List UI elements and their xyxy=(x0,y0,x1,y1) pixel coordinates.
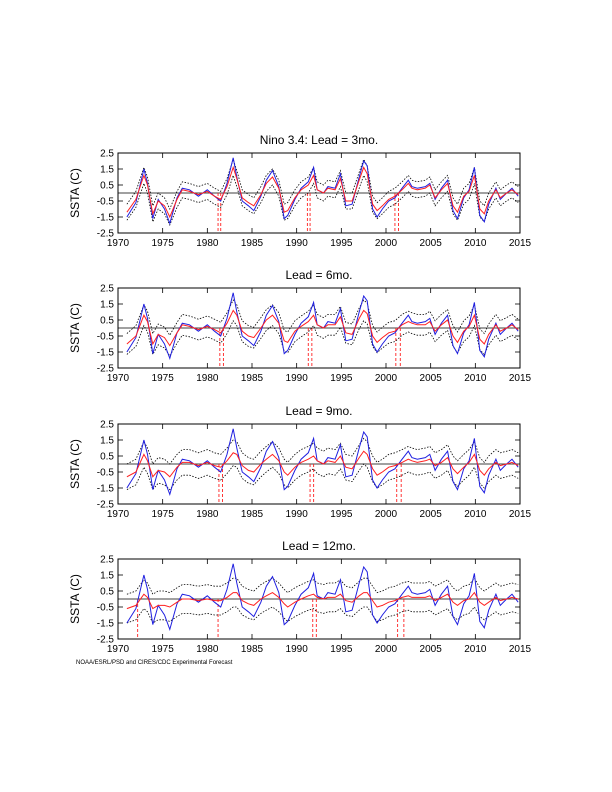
plot-frame xyxy=(117,423,521,505)
x-tick-label: 1980 xyxy=(196,373,219,384)
x-tick-label: 1975 xyxy=(152,238,175,249)
x-tick-label: 2005 xyxy=(420,509,443,520)
x-tick-label: 1995 xyxy=(330,509,353,520)
x-tick-label: 1975 xyxy=(152,644,175,655)
plot-frame xyxy=(117,558,521,640)
y-axis-label: SSTA (C) xyxy=(68,574,82,624)
forecast-series-line xyxy=(126,309,519,347)
x-tick-label: 1975 xyxy=(152,509,175,520)
y-axis-label: SSTA (C) xyxy=(68,439,82,489)
y-tick-label: -2.5 xyxy=(97,364,115,375)
panel-title: Lead = 12mo. xyxy=(282,539,356,553)
lower-bound-line xyxy=(126,606,519,624)
x-tick-label: 2015 xyxy=(509,238,532,249)
lower-bound-line xyxy=(126,463,519,491)
x-tick-label: 1985 xyxy=(241,238,264,249)
plot-frame xyxy=(117,287,521,369)
lower-bound-line xyxy=(126,174,519,226)
plot-frame xyxy=(117,152,521,234)
x-tick-label: 1980 xyxy=(196,238,219,249)
y-tick-label: -0.5 xyxy=(97,197,115,208)
observed-series-line xyxy=(126,428,519,497)
y-tick-label: -1.5 xyxy=(97,619,115,630)
observed-series-line xyxy=(126,292,519,361)
y-tick-label: 1.5 xyxy=(100,300,114,311)
x-tick-label: 2005 xyxy=(420,644,443,655)
x-tick-label: 1970 xyxy=(107,373,130,384)
y-tick-label: -0.5 xyxy=(97,332,115,343)
x-tick-label: 1970 xyxy=(107,509,130,520)
x-tick-label: 2015 xyxy=(509,373,532,384)
forecast-series-line xyxy=(126,165,519,219)
x-tick-label: 2000 xyxy=(375,373,398,384)
x-tick-label: 1995 xyxy=(330,373,353,384)
x-tick-label: 1970 xyxy=(107,238,130,249)
y-tick-label: 1.5 xyxy=(100,571,114,582)
y-tick-label: -1.5 xyxy=(97,348,115,359)
x-tick-label: 2000 xyxy=(375,644,398,655)
credit-text: NOAA/ESRL/PSD and CIRES/CDC Experimental… xyxy=(76,660,233,666)
x-tick-label: 2010 xyxy=(464,238,487,249)
upper-bound-line xyxy=(126,437,519,465)
x-tick-label: 1975 xyxy=(152,373,175,384)
y-tick-label: -0.5 xyxy=(97,603,115,614)
y-tick-label: -1.5 xyxy=(97,484,115,495)
upper-bound-line xyxy=(126,577,519,595)
x-tick-label: 2005 xyxy=(420,238,443,249)
y-tick-label: 0.5 xyxy=(100,452,114,463)
x-tick-label: 1980 xyxy=(196,644,219,655)
x-tick-label: 2010 xyxy=(464,644,487,655)
x-tick-label: 1990 xyxy=(286,509,309,520)
panel-title: Lead = 9mo. xyxy=(285,404,352,418)
y-tick-label: -2.5 xyxy=(97,229,115,240)
panels: Nino 3.4: Lead = 3mo. 2.5 1.5 0.5 -0.5 -1.5 -2… xyxy=(68,133,532,655)
forecast-series-line xyxy=(126,450,519,478)
x-tick-label: 2010 xyxy=(464,373,487,384)
x-tick-label: 2005 xyxy=(420,373,443,384)
panel-1: Nino 3.4: Lead = 3mo. 2.5 1.5 0.5 -0.5 -1.5 -2… xyxy=(68,133,532,249)
y-axis-label: SSTA (C) xyxy=(68,303,82,353)
x-tick-label: 1985 xyxy=(241,509,264,520)
x-tick-label: 2000 xyxy=(375,238,398,249)
x-tick-label: 1990 xyxy=(286,644,309,655)
y-tick-label: 0.5 xyxy=(100,316,114,327)
y-tick-label: -2.5 xyxy=(97,500,115,511)
y-tick-label: 2.5 xyxy=(100,555,114,566)
x-tick-label: 1995 xyxy=(330,238,353,249)
y-axis-label: SSTA (C) xyxy=(68,168,82,218)
upper-bound-line xyxy=(126,299,519,336)
x-tick-label: 1985 xyxy=(241,373,264,384)
observed-series-line xyxy=(126,157,519,226)
x-tick-label: 1990 xyxy=(286,238,309,249)
x-tick-label: 1990 xyxy=(286,373,309,384)
forecast-series-line xyxy=(126,591,519,610)
panel-title: Nino 3.4: Lead = 3mo. xyxy=(260,133,378,147)
x-tick-label: 1980 xyxy=(196,509,219,520)
x-tick-label: 2000 xyxy=(375,509,398,520)
y-tick-label: 2.5 xyxy=(100,149,114,160)
x-tick-label: 2015 xyxy=(509,509,532,520)
y-tick-label: 0.5 xyxy=(100,587,114,598)
y-tick-label: 1.5 xyxy=(100,436,114,447)
upper-bound-line xyxy=(126,158,519,210)
x-tick-label: 1995 xyxy=(330,644,353,655)
x-tick-label: 2015 xyxy=(509,644,532,655)
x-tick-label: 1970 xyxy=(107,644,130,655)
observed-series-line xyxy=(126,563,519,632)
lower-bound-line xyxy=(126,320,519,357)
y-tick-label: 2.5 xyxy=(100,284,114,295)
y-tick-label: -1.5 xyxy=(97,213,115,224)
y-tick-label: -0.5 xyxy=(97,468,115,479)
y-tick-label: -2.5 xyxy=(97,635,115,646)
y-tick-label: 2.5 xyxy=(100,420,114,431)
y-tick-label: 1.5 xyxy=(100,165,114,176)
x-tick-label: 2010 xyxy=(464,509,487,520)
y-tick-label: 0.5 xyxy=(100,181,114,192)
panel-title: Lead = 6mo. xyxy=(285,268,352,282)
x-tick-label: 1985 xyxy=(241,644,264,655)
